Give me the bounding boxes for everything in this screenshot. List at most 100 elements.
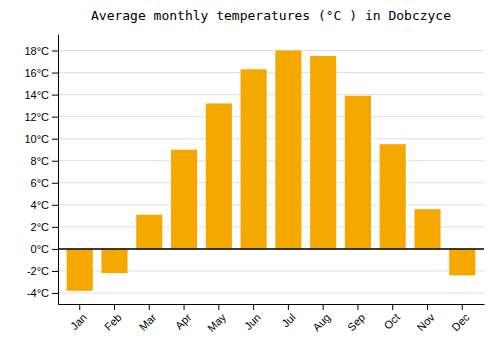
x-tick: Aug bbox=[310, 304, 332, 333]
y-tick: 0°C bbox=[31, 243, 58, 255]
x-tick-mark bbox=[114, 304, 115, 310]
y-tick-label: 10°C bbox=[24, 133, 49, 145]
x-tick-mark bbox=[357, 304, 358, 310]
bar bbox=[275, 51, 301, 249]
x-tick-label: Jan bbox=[68, 311, 89, 332]
grid-line bbox=[58, 204, 484, 205]
x-tick-mark bbox=[392, 304, 393, 310]
x-tick-mark bbox=[253, 304, 254, 310]
x-tick: Dec bbox=[449, 304, 472, 333]
x-tick-mark bbox=[323, 304, 324, 310]
x-tick-mark bbox=[427, 304, 428, 310]
x-tick: May bbox=[205, 304, 229, 334]
x-tick-label: Sep bbox=[345, 311, 367, 333]
title: Average monthly temperatures (°C ) in Do… bbox=[91, 8, 451, 23]
x-tick: Jun bbox=[242, 304, 263, 332]
grid-line bbox=[58, 72, 484, 73]
x-tick: Nov bbox=[415, 304, 438, 333]
y-tick: 12°C bbox=[24, 111, 58, 123]
x-tick: Jan bbox=[68, 304, 89, 332]
x-tick-label: Mar bbox=[137, 311, 159, 333]
grid-line bbox=[58, 138, 484, 139]
y-tick: 16°C bbox=[24, 67, 58, 79]
bar bbox=[310, 56, 336, 249]
y-tick-mark bbox=[52, 293, 58, 294]
y-tick: 2°C bbox=[31, 221, 58, 233]
x-tick-label: May bbox=[205, 311, 229, 335]
y-tick-mark bbox=[52, 95, 58, 96]
y-tick: 4°C bbox=[31, 199, 58, 211]
bar bbox=[414, 209, 440, 249]
zero-line bbox=[58, 248, 484, 250]
grid-line bbox=[58, 94, 484, 95]
grid bbox=[58, 51, 484, 293]
y-tick-mark bbox=[52, 117, 58, 118]
bar bbox=[345, 96, 371, 249]
y-tick: -4°C bbox=[27, 287, 58, 299]
y-tick: -2°C bbox=[27, 265, 58, 277]
x-tick: Mar bbox=[137, 304, 159, 333]
plot-area bbox=[58, 51, 484, 291]
x-tick-mark bbox=[149, 304, 150, 310]
y-tick: 14°C bbox=[24, 89, 58, 101]
grid-line bbox=[58, 160, 484, 161]
grid-line bbox=[58, 248, 484, 249]
y-tick-mark bbox=[52, 183, 58, 184]
x-tick-label: Jul bbox=[279, 311, 297, 329]
x-tick-label: Jun bbox=[242, 311, 263, 332]
chart-container: Jan Feb Mar Apr May Jun Jul Aug Sep Oct Nov Dec -4°C… bbox=[0, 0, 500, 350]
x-tick-mark bbox=[462, 304, 463, 310]
y-tick-label: 2°C bbox=[31, 221, 50, 233]
bar bbox=[449, 249, 475, 275]
y-axis: -4°C -2°C 0°C 2°C 4°C 6°C 8°C 10°C 12°C 14°C 16°C 1… bbox=[24, 35, 58, 305]
y-axis-line bbox=[58, 35, 59, 305]
x-tick-mark bbox=[218, 304, 219, 310]
y-tick-label: 16°C bbox=[24, 67, 49, 79]
y-tick-label: 4°C bbox=[31, 199, 50, 211]
x-tick-label: Apr bbox=[173, 311, 194, 332]
y-tick-label: 12°C bbox=[24, 111, 49, 123]
y-tick-label: 14°C bbox=[24, 89, 49, 101]
bar bbox=[67, 249, 93, 291]
y-tick: 6°C bbox=[31, 177, 58, 189]
x-tick-label: Feb bbox=[102, 311, 124, 333]
y-tick-mark bbox=[52, 73, 58, 74]
bar bbox=[171, 150, 197, 249]
y-tick: 10°C bbox=[24, 133, 58, 145]
y-tick-label: 18°C bbox=[24, 45, 49, 57]
x-tick-mark bbox=[184, 304, 185, 310]
grid-line bbox=[58, 182, 484, 183]
y-tick-label: -4°C bbox=[27, 287, 49, 299]
x-tick: Apr bbox=[173, 304, 194, 332]
bar bbox=[206, 103, 232, 248]
x-tick: Feb bbox=[102, 304, 124, 333]
chart-svg: Jan Feb Mar Apr May Jun Jul Aug Sep Oct Nov Dec -4°C… bbox=[0, 0, 500, 350]
x-tick-label: Aug bbox=[310, 311, 332, 333]
bar bbox=[136, 215, 162, 249]
x-tick: Oct bbox=[381, 304, 402, 332]
y-tick: 18°C bbox=[24, 45, 58, 57]
y-tick-mark bbox=[52, 249, 58, 250]
grid-line bbox=[58, 116, 484, 117]
y-tick-mark bbox=[52, 227, 58, 228]
y-tick-label: -2°C bbox=[27, 265, 49, 277]
x-tick-label: Nov bbox=[415, 311, 438, 334]
x-axis: Jan Feb Mar Apr May Jun Jul Aug Sep Oct Nov Dec bbox=[59, 304, 485, 334]
x-tick-mark bbox=[288, 304, 289, 310]
y-tick-mark bbox=[52, 271, 58, 272]
y-tick-label: 6°C bbox=[31, 177, 50, 189]
bar bbox=[101, 249, 127, 273]
x-tick: Sep bbox=[345, 304, 367, 333]
y-tick-mark bbox=[52, 161, 58, 162]
x-tick-mark bbox=[79, 304, 80, 310]
x-tick-label: Oct bbox=[381, 311, 402, 332]
y-tick-mark bbox=[52, 205, 58, 206]
bar bbox=[241, 69, 267, 249]
y-tick-mark bbox=[52, 139, 58, 140]
x-axis-line bbox=[59, 304, 485, 305]
y-tick-mark bbox=[52, 51, 58, 52]
x-tick: Jul bbox=[279, 304, 297, 330]
x-tick-label: Dec bbox=[449, 311, 472, 334]
y-tick-label: 8°C bbox=[31, 155, 50, 167]
grid-line bbox=[58, 292, 484, 293]
